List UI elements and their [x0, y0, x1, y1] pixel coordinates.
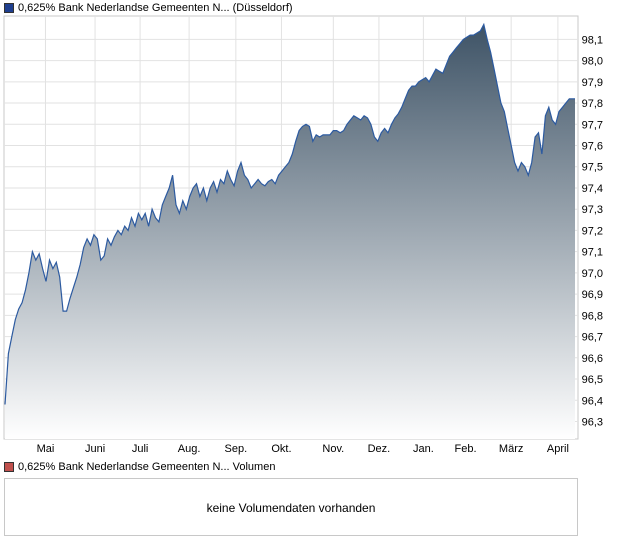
y-tick-label: 96,8	[582, 310, 603, 322]
y-tick-label: 97,0	[582, 268, 603, 280]
volume-empty-message: keine Volumendaten vorhanden	[5, 501, 577, 515]
y-tick-label: 97,7	[582, 119, 603, 131]
legend-volume: 0,625% Bank Nederlandse Gemeenten N... V…	[4, 460, 275, 474]
legend-volume-label: 0,625% Bank Nederlandse Gemeenten N... V…	[18, 460, 275, 474]
y-tick-label: 96,6	[582, 353, 603, 365]
legend-volume-swatch	[4, 462, 14, 472]
y-tick-label: 98,0	[582, 56, 603, 68]
x-tick-label: Nov.	[322, 443, 344, 455]
x-tick-label: Jan.	[413, 443, 434, 455]
x-tick-label: Juni	[85, 443, 105, 455]
y-tick-label: 97,3	[582, 204, 603, 216]
y-tick-label: 97,5	[582, 162, 603, 174]
y-tick-label: 97,9	[582, 77, 603, 89]
y-tick-label: 96,9	[582, 289, 603, 301]
y-tick-label: 98,1	[582, 34, 603, 46]
volume-panel: keine Volumendaten vorhanden	[4, 478, 578, 536]
y-tick-label: 96,4	[582, 395, 603, 407]
x-tick-label: Okt.	[271, 443, 291, 455]
x-tick-label: Mai	[37, 443, 55, 455]
y-tick-label: 96,5	[582, 374, 603, 386]
x-tick-label: März	[499, 443, 523, 455]
price-chart: 96,3 96,4 96,5 96,6 96,7 96,8 96,9 97,0 97,1 97,2…	[0, 0, 620, 460]
y-tick-label: 96,7	[582, 332, 603, 344]
x-tick-label: Dez.	[368, 443, 391, 455]
x-tick-label: Sep.	[225, 443, 248, 455]
x-tick-label: Juli	[132, 443, 149, 455]
x-tick-label: Feb.	[455, 443, 477, 455]
x-tick-label: April	[547, 443, 569, 455]
x-tick-label: Aug.	[178, 443, 201, 455]
y-tick-label: 97,8	[582, 98, 603, 110]
y-tick-label: 96,3	[582, 416, 603, 428]
y-tick-label: 97,1	[582, 247, 603, 259]
y-tick-label: 97,6	[582, 141, 603, 153]
y-tick-label: 97,4	[582, 183, 603, 195]
y-tick-label: 97,2	[582, 225, 603, 237]
